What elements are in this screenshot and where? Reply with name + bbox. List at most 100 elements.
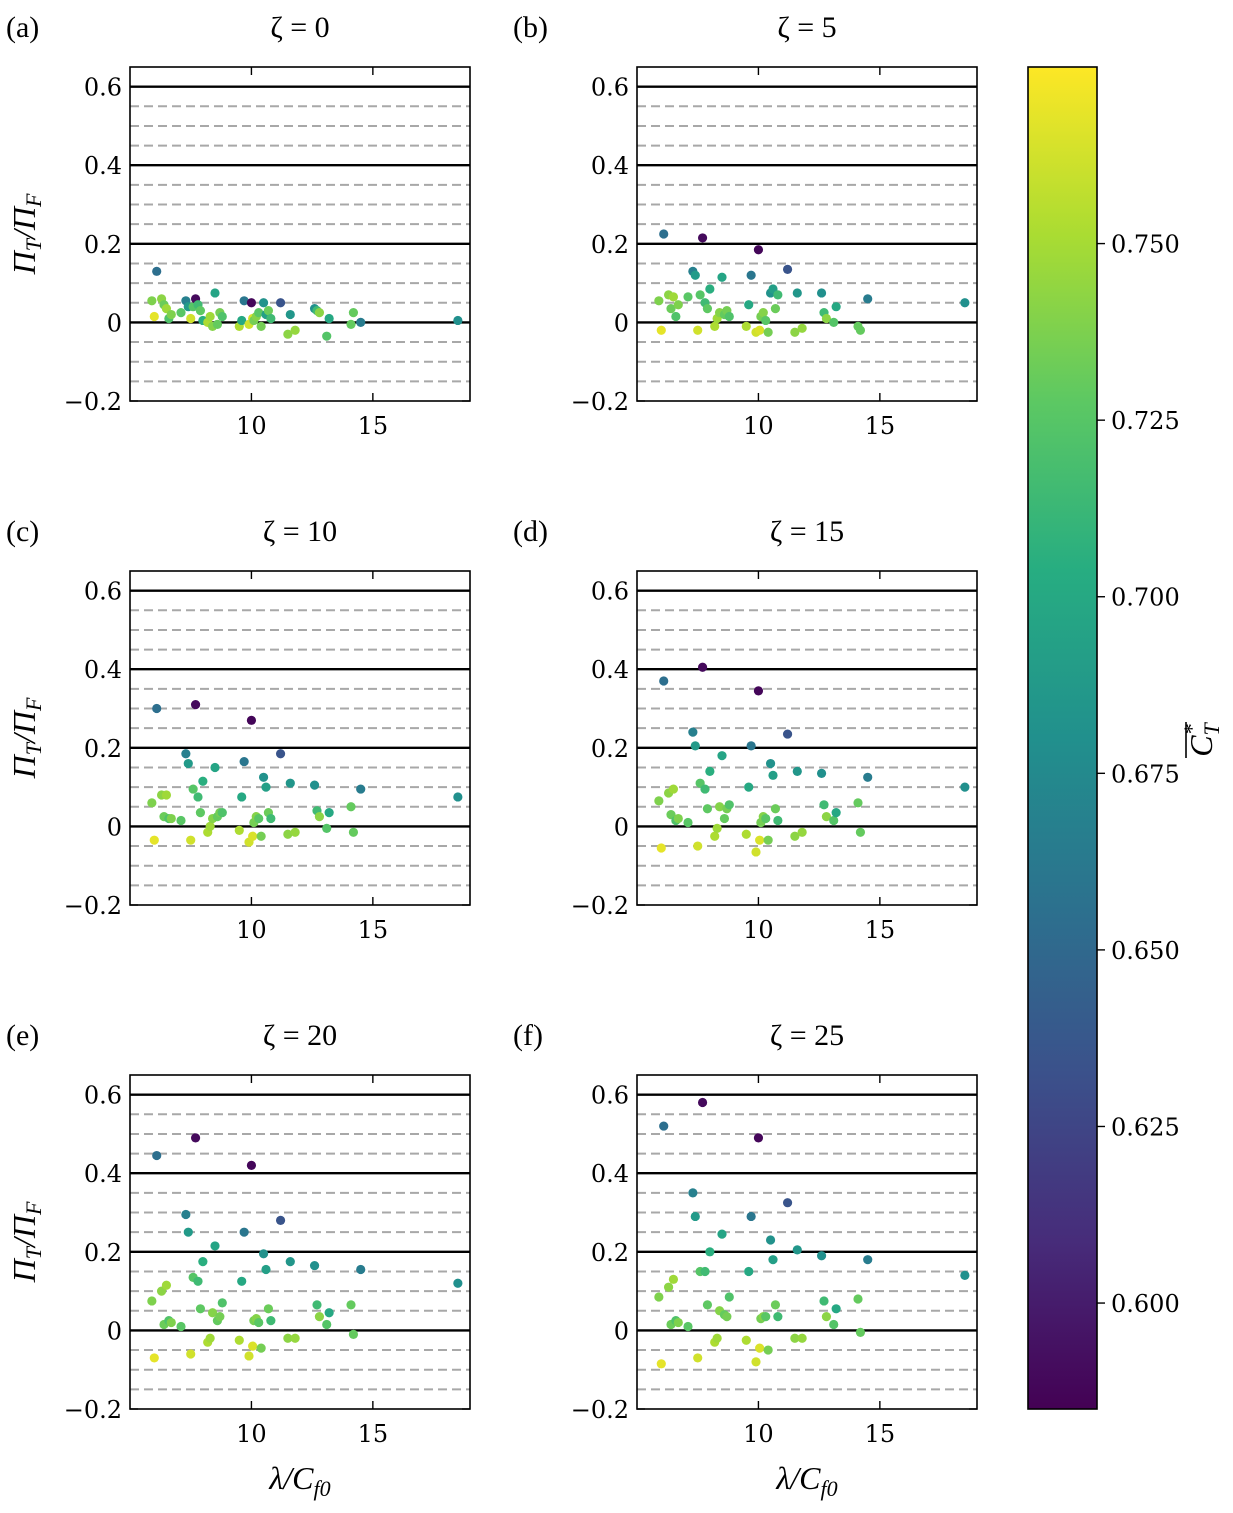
subplot-grid: (a) ζ = 0 −0.2 0 0.2 0.4 0.6 10 15 ΠT/ΠF (b) ζ = 5 −… (6, 11, 978, 1501)
scatter-point (693, 841, 703, 851)
scatter-point (147, 798, 157, 808)
plot-frame (636, 66, 978, 402)
y-tick-label: 0.2 (591, 231, 629, 259)
y-axis-label: ΠT/ΠF (6, 1201, 46, 1283)
scatter-point (765, 1235, 776, 1245)
scatter-point (819, 1296, 829, 1306)
x-tick-label: 15 (358, 1420, 389, 1448)
scatter-point (755, 835, 765, 845)
scatter-point (751, 847, 761, 857)
scatter-point (773, 1312, 783, 1322)
scatter-point (724, 800, 734, 810)
scatter-point (152, 266, 162, 276)
scatter-point (761, 813, 771, 824)
scatter-point (673, 300, 683, 310)
panel-letter: (e) (6, 1019, 39, 1052)
scatter-point (283, 329, 293, 339)
scatter-point (275, 749, 286, 759)
scatter-point (346, 319, 356, 329)
scatter-point (705, 284, 715, 294)
scatter-point (763, 1345, 773, 1355)
scatter-point (753, 245, 764, 255)
scatter-point (183, 1227, 193, 1237)
scatter-point (217, 1298, 227, 1308)
scatter-point (821, 313, 832, 324)
x-tick-label: 10 (236, 916, 267, 944)
scatter-point (700, 1266, 710, 1277)
scatter-point (285, 778, 295, 788)
scatter-point (195, 1304, 206, 1314)
scatter-point (831, 302, 841, 312)
panel-title: ζ = 15 (770, 515, 844, 548)
scatter-point (217, 808, 227, 818)
scatter-point (237, 1276, 247, 1286)
scatter-point (263, 306, 274, 316)
scatter-point (960, 782, 970, 792)
subplot-a: (a) ζ = 0 −0.2 0 0.2 0.4 0.6 10 15 ΠT/ΠF (6, 11, 471, 440)
scatter-point (166, 813, 176, 824)
colorbar-label: CT* (1179, 721, 1224, 756)
scatter-point (285, 1257, 295, 1267)
scatter-point (348, 1329, 359, 1339)
scatter-point (290, 827, 300, 837)
panel-letter: (c) (6, 515, 39, 548)
scatter-point (190, 1133, 201, 1143)
scatter-point (751, 1357, 761, 1367)
scatter-point (275, 298, 286, 308)
panel-title: ζ = 0 (270, 11, 329, 44)
scatter-point (356, 784, 366, 794)
scatter-point (746, 741, 756, 751)
panel-title: ζ = 25 (770, 1019, 844, 1052)
scatter-point (761, 1312, 771, 1322)
scatter-point (195, 306, 206, 316)
scatter-point (346, 1300, 356, 1310)
scatter-point (855, 827, 866, 837)
scatter-point (690, 741, 700, 751)
scatter-point (258, 1249, 269, 1259)
x-tick-label: 10 (236, 1420, 267, 1448)
scatter-point (453, 792, 463, 802)
scatter-point (181, 1209, 191, 1220)
scatter-point (702, 804, 713, 814)
scatter-point (695, 290, 705, 300)
x-axis-label: λ/Cf0 (268, 1460, 330, 1501)
y-tick-label: 0.4 (84, 656, 122, 684)
scatter-point (239, 1227, 249, 1237)
scatter-point (258, 772, 269, 782)
y-tick-label: 0.6 (84, 74, 122, 102)
scatter-point (773, 290, 783, 300)
scatter-point (166, 309, 176, 320)
scatter-point (183, 758, 193, 769)
scatter-point (283, 1333, 293, 1343)
scatter-point (744, 300, 754, 310)
scatter-point (717, 272, 727, 282)
scatter-point (710, 831, 720, 841)
scatter-point (797, 1333, 807, 1343)
colorbar-tick-label: 0.725 (1111, 407, 1180, 435)
scatter-point (773, 815, 783, 826)
scatter-point (829, 317, 839, 328)
scatter-point (314, 811, 325, 822)
scatter-point (702, 304, 713, 314)
panel-letter: (d) (513, 515, 548, 548)
scatter-point (152, 703, 162, 714)
scatter-point (960, 1270, 970, 1280)
scatter-point (790, 831, 800, 841)
y-tick-label: 0.6 (591, 74, 629, 102)
scatter-point (768, 1255, 778, 1265)
scatter-point (149, 311, 159, 322)
scatter-point (246, 298, 257, 308)
scatter-point (816, 288, 827, 298)
scatter-point (239, 296, 249, 306)
scatter-point (346, 802, 356, 812)
scatter-point (356, 1264, 366, 1275)
scatter-point (668, 292, 679, 302)
subplot-c: (c) ζ = 10 −0.2 0 0.2 0.4 0.6 10 15 ΠT/ΠF (6, 515, 471, 944)
scatter-point (829, 815, 839, 826)
y-tick-label: 0.2 (591, 735, 629, 763)
scatter-point (656, 325, 666, 335)
y-tick-label: 0.4 (591, 656, 629, 684)
scatter-point (816, 1251, 827, 1261)
scatter-point (193, 792, 203, 802)
scatter-point (960, 298, 970, 308)
